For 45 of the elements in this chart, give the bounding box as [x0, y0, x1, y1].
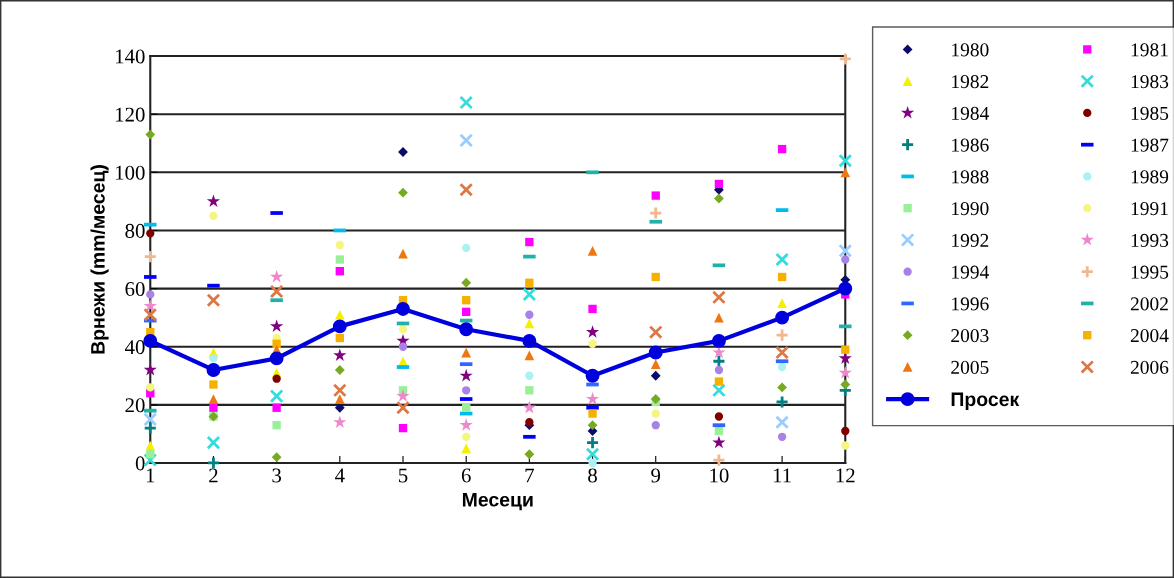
x-tick-label: 3: [272, 468, 282, 483]
x-tick-label: 7: [525, 468, 534, 483]
y-tick-label: 20: [125, 398, 145, 413]
legend-label: 1990: [952, 202, 989, 216]
legend-label: 1991: [1131, 202, 1168, 216]
legend-label: 1981: [1131, 43, 1168, 57]
legend-label: 2002: [1130, 297, 1168, 311]
x-tick-label: 2: [209, 468, 218, 483]
legend-label: 2005: [951, 360, 989, 374]
legend-label: 1980: [952, 43, 989, 57]
legend-label: 1986: [952, 138, 989, 152]
legend-label: 1989: [1131, 170, 1169, 184]
x-tick-label: 6: [461, 468, 471, 483]
x-tick-label: 9: [651, 468, 661, 483]
legend-label: 1994: [952, 265, 989, 279]
legend-label: 1983: [1131, 75, 1169, 89]
y-tick-label: 40: [124, 340, 145, 355]
legend-label: Просек: [951, 392, 1020, 411]
legend-label: 1993: [1131, 233, 1169, 247]
x-tick-label: 1: [146, 468, 155, 483]
legend-label: 2004: [1130, 329, 1169, 343]
legend-label: 1982: [952, 75, 989, 89]
legend-label: 1984: [952, 106, 989, 120]
y-axis-title: Врнежи (mm/месец): [90, 165, 109, 354]
x-tick-label: 4: [335, 468, 345, 483]
x-tick-label: 8: [588, 468, 597, 483]
legend-label: 1995: [1131, 265, 1169, 279]
y-tick-label: 140: [115, 49, 145, 64]
legend-label: 1988: [952, 170, 989, 184]
legend-label: 1987: [1131, 138, 1169, 152]
y-tick-label: 0: [135, 456, 145, 471]
x-tick-label: 5: [399, 468, 408, 483]
x-tick-label: 11: [773, 468, 791, 483]
y-tick-label: 120: [115, 107, 145, 122]
y-tick-label: 60: [125, 281, 145, 297]
x-tick-label: 10: [710, 468, 729, 483]
legend-label: 2003: [951, 329, 989, 343]
x-tick-label: 12: [836, 468, 855, 483]
y-tick-label: 100: [115, 165, 145, 180]
x-axis-title: Месеци: [462, 493, 533, 511]
y-tick-label: 80: [125, 223, 145, 238]
legend-label: 1996: [952, 297, 989, 311]
legend-label: 1985: [1131, 106, 1169, 120]
legend-label: 2006: [1130, 360, 1169, 374]
legend-label: 1992: [952, 233, 989, 247]
